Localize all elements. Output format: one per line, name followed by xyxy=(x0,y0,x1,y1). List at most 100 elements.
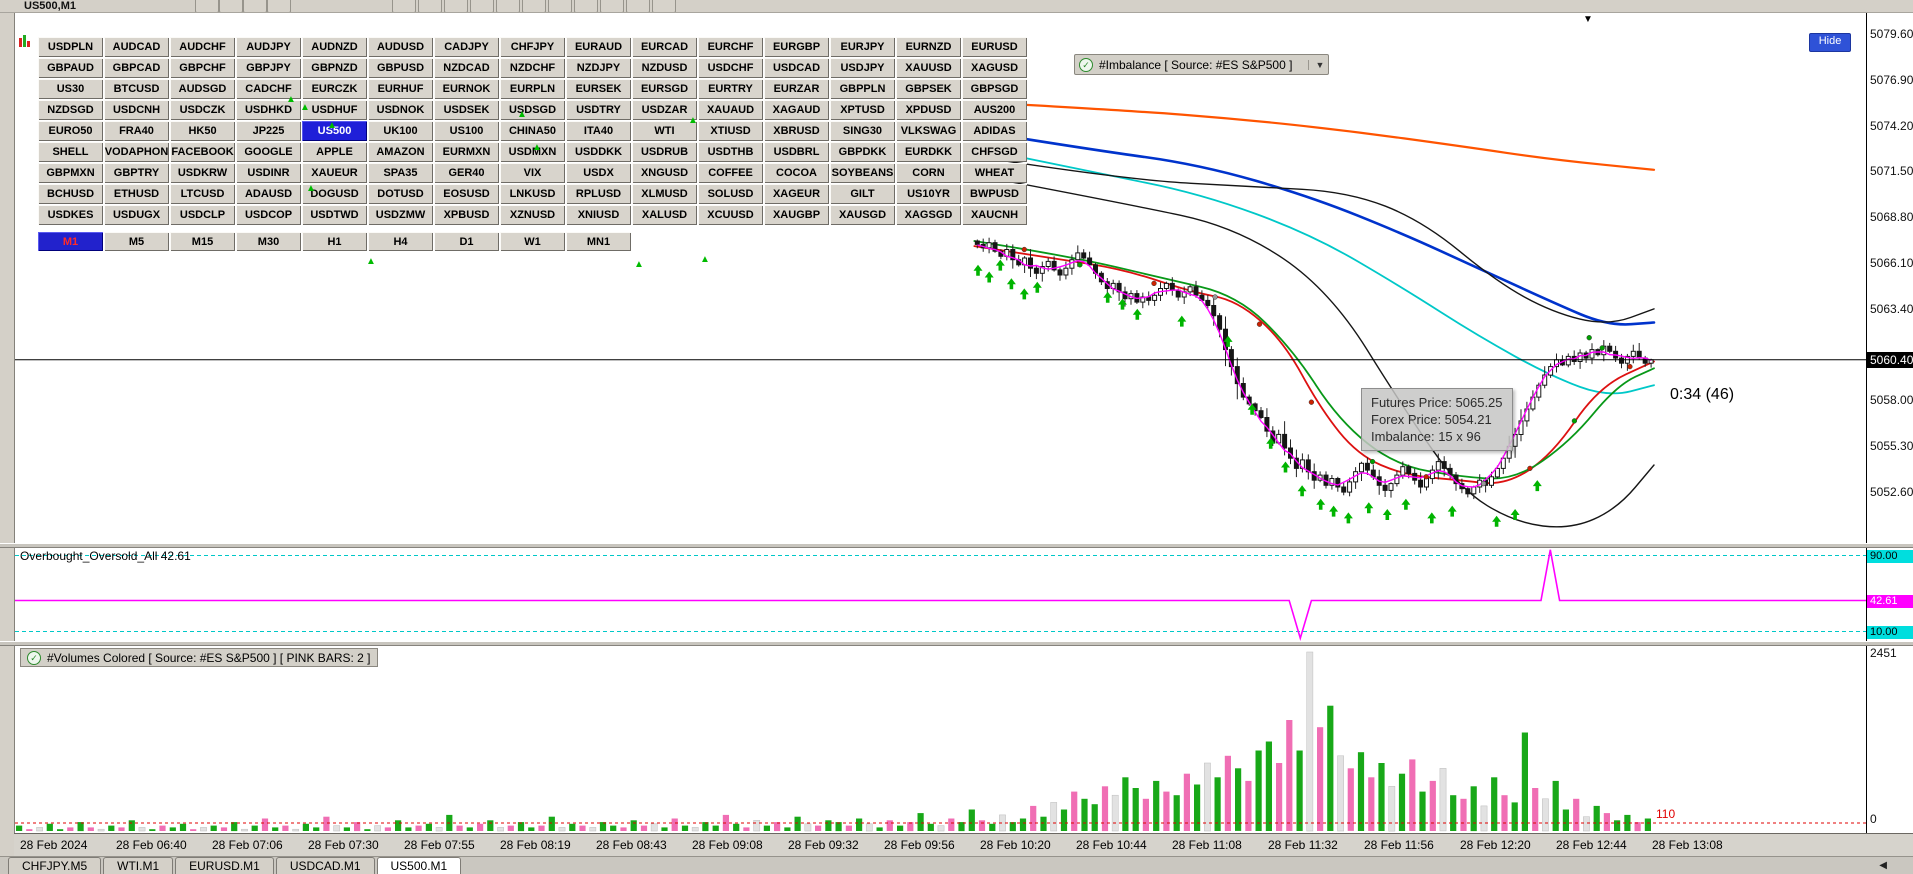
symbol-button-eurusd[interactable]: EURUSD xyxy=(962,37,1027,57)
symbol-button-xaueur[interactable]: XAUEUR xyxy=(302,163,367,183)
symbol-button-ger40[interactable]: GER40 xyxy=(434,163,499,183)
symbol-button-usdczk[interactable]: USDCZK xyxy=(170,100,235,120)
symbol-button-xpdusd[interactable]: XPDUSD xyxy=(896,100,961,120)
main-chart-pane[interactable]: USDPLN AUDCAD AUDCHF AUDJPY AUDNZD AUDUSD CADJ… xyxy=(14,12,1867,543)
symbol-button-xpbusd[interactable]: XPBUSD xyxy=(434,205,499,225)
symbol-button-usdhkd[interactable]: USDHKD xyxy=(236,100,301,120)
symbol-button-nzdchf[interactable]: NZDCHF xyxy=(500,58,565,78)
symbol-button-xagaud[interactable]: XAGAUD xyxy=(764,100,829,120)
pane-splitter[interactable] xyxy=(0,543,1913,548)
symbol-button-solusd[interactable]: SOLUSD xyxy=(698,184,763,204)
toolbar-button[interactable] xyxy=(522,0,546,12)
symbol-button-sing30[interactable]: SING30 xyxy=(830,121,895,141)
symbol-button-rplusd[interactable]: RPLUSD xyxy=(566,184,631,204)
symbol-button-eurpln[interactable]: EURPLN xyxy=(500,79,565,99)
symbol-button-audnzd[interactable]: AUDNZD xyxy=(302,37,367,57)
symbol-button-uk100[interactable]: UK100 xyxy=(368,121,433,141)
symbol-button-eosusd[interactable]: EOSUSD xyxy=(434,184,499,204)
symbol-button-chfjpy[interactable]: CHFJPY xyxy=(500,37,565,57)
oscillator-pane[interactable]: Overbought_Oversold_All 42.61 xyxy=(14,546,1867,641)
toolbar-button[interactable] xyxy=(600,0,624,12)
symbol-button-ltcusd[interactable]: LTCUSD xyxy=(170,184,235,204)
symbol-button-usdpln[interactable]: USDPLN xyxy=(38,37,103,57)
symbol-button-xagusd[interactable]: XAGUSD xyxy=(962,58,1027,78)
symbol-button-nzdsgd[interactable]: NZDSGD xyxy=(38,100,103,120)
symbol-button-vix[interactable]: VIX xyxy=(500,163,565,183)
symbol-button-gbpmxn[interactable]: GBPMXN xyxy=(38,163,103,183)
symbol-button-adidas[interactable]: ADIDAS xyxy=(962,121,1027,141)
symbol-button-usdinr[interactable]: USDINR xyxy=(236,163,301,183)
toolbar-button[interactable] xyxy=(652,0,676,12)
symbol-button-china50[interactable]: CHINA50 xyxy=(500,121,565,141)
symbol-button-us100[interactable]: US100 xyxy=(434,121,499,141)
oscillator-canvas[interactable] xyxy=(15,546,1867,641)
symbol-button-audsgd[interactable]: AUDSGD xyxy=(170,79,235,99)
symbol-button-eurtry[interactable]: EURTRY xyxy=(698,79,763,99)
symbol-button-audchf[interactable]: AUDCHF xyxy=(170,37,235,57)
symbol-button-vlkswag[interactable]: VLKSWAG xyxy=(896,121,961,141)
symbol-button-eurchf[interactable]: EURCHF xyxy=(698,37,763,57)
symbol-button-usdcop[interactable]: USDCOP xyxy=(236,205,301,225)
symbol-button-gbpjpy[interactable]: GBPJPY xyxy=(236,58,301,78)
symbol-button-usdrub[interactable]: USDRUB xyxy=(632,142,697,162)
symbol-button-usdcnh[interactable]: USDCNH xyxy=(104,100,169,120)
symbol-button-usdjpy[interactable]: USDJPY xyxy=(830,58,895,78)
timeframe-button-d1[interactable]: D1 xyxy=(434,232,499,251)
symbol-button-fra40[interactable]: FRA40 xyxy=(104,121,169,141)
symbol-button-xcuusd[interactable]: XCUUSD xyxy=(698,205,763,225)
symbol-button-usdnok[interactable]: USDNOK xyxy=(368,100,433,120)
symbol-button-gbpsgd[interactable]: GBPSGD xyxy=(962,79,1027,99)
symbol-button-us30[interactable]: US30 xyxy=(38,79,103,99)
toolbar-button[interactable] xyxy=(267,0,291,12)
symbol-button-eurnzd[interactable]: EURNZD xyxy=(896,37,961,57)
symbol-button-shell[interactable]: SHELL xyxy=(38,142,103,162)
symbol-button-xbrusd[interactable]: XBRUSD xyxy=(764,121,829,141)
symbol-button-audjpy[interactable]: AUDJPY xyxy=(236,37,301,57)
symbol-button-eurjpy[interactable]: EURJPY xyxy=(830,37,895,57)
symbol-button-audusd[interactable]: AUDUSD xyxy=(368,37,433,57)
symbol-button-aus200[interactable]: AUS200 xyxy=(962,100,1027,120)
symbol-button-euraud[interactable]: EURAUD xyxy=(566,37,631,57)
chart-tab-usdcad-m1[interactable]: USDCAD.M1 xyxy=(275,857,375,874)
symbol-button-bchusd[interactable]: BCHUSD xyxy=(38,184,103,204)
chart-tab-eurusd-m1[interactable]: EURUSD.M1 xyxy=(175,857,274,874)
symbol-button-xniusd[interactable]: XNIUSD xyxy=(566,205,631,225)
symbol-button-gbpdkk[interactable]: GBPDKK xyxy=(830,142,895,162)
symbol-button-apple[interactable]: APPLE xyxy=(302,142,367,162)
symbol-button-usdthb[interactable]: USDTHB xyxy=(698,142,763,162)
symbol-button-google[interactable]: GOOGLE xyxy=(236,142,301,162)
symbol-button-lnkusd[interactable]: LNKUSD xyxy=(500,184,565,204)
symbol-button-chfsgd[interactable]: CHFSGD xyxy=(962,142,1027,162)
toolbar-button[interactable] xyxy=(574,0,598,12)
symbol-button-xalusd[interactable]: XALUSD xyxy=(632,205,697,225)
timeframe-button-m5[interactable]: M5 xyxy=(104,232,169,251)
timeframe-button-m15[interactable]: M15 xyxy=(170,232,235,251)
symbol-button-xaugbp[interactable]: XAUGBP xyxy=(764,205,829,225)
symbol-button-vodaphon[interactable]: VODAPHON xyxy=(104,142,169,162)
toolbar-button[interactable] xyxy=(219,0,243,12)
symbol-button-xznusd[interactable]: XZNUSD xyxy=(500,205,565,225)
symbol-button-gbppln[interactable]: GBPPLN xyxy=(830,79,895,99)
symbol-button-usdmxn[interactable]: USDMXN xyxy=(500,142,565,162)
symbol-button-euro50[interactable]: EURO50 xyxy=(38,121,103,141)
symbol-button-amazon[interactable]: AMAZON xyxy=(368,142,433,162)
toolbar-button[interactable] xyxy=(626,0,650,12)
symbol-button-eurczk[interactable]: EURCZK xyxy=(302,79,367,99)
symbol-button-corn[interactable]: CORN xyxy=(896,163,961,183)
symbol-button-audcad[interactable]: AUDCAD xyxy=(104,37,169,57)
symbol-button-eurmxn[interactable]: EURMXN xyxy=(434,142,499,162)
symbol-button-dotusd[interactable]: DOTUSD xyxy=(368,184,433,204)
toolbar-button[interactable] xyxy=(418,0,442,12)
symbol-button-xtiusd[interactable]: XTIUSD xyxy=(698,121,763,141)
hide-button[interactable]: Hide xyxy=(1809,33,1851,52)
symbol-button-nzdcad[interactable]: NZDCAD xyxy=(434,58,499,78)
indicator-selector[interactable]: ✓ #Imbalance [ Source: #ES S&P500 ] ▼ xyxy=(1074,54,1330,75)
symbol-button-us500[interactable]: US500 xyxy=(302,121,367,141)
symbol-button-gbpcad[interactable]: GBPCAD xyxy=(104,58,169,78)
symbol-button-xauaud[interactable]: XAUAUD xyxy=(698,100,763,120)
toolbar-button[interactable] xyxy=(195,0,219,12)
symbol-button-usdx[interactable]: USDX xyxy=(566,163,631,183)
candlestick-chart-canvas[interactable] xyxy=(15,12,1867,543)
symbol-button-xaucnh[interactable]: XAUCNH xyxy=(962,205,1027,225)
symbol-button-facebook[interactable]: FACEBOOK xyxy=(170,142,235,162)
